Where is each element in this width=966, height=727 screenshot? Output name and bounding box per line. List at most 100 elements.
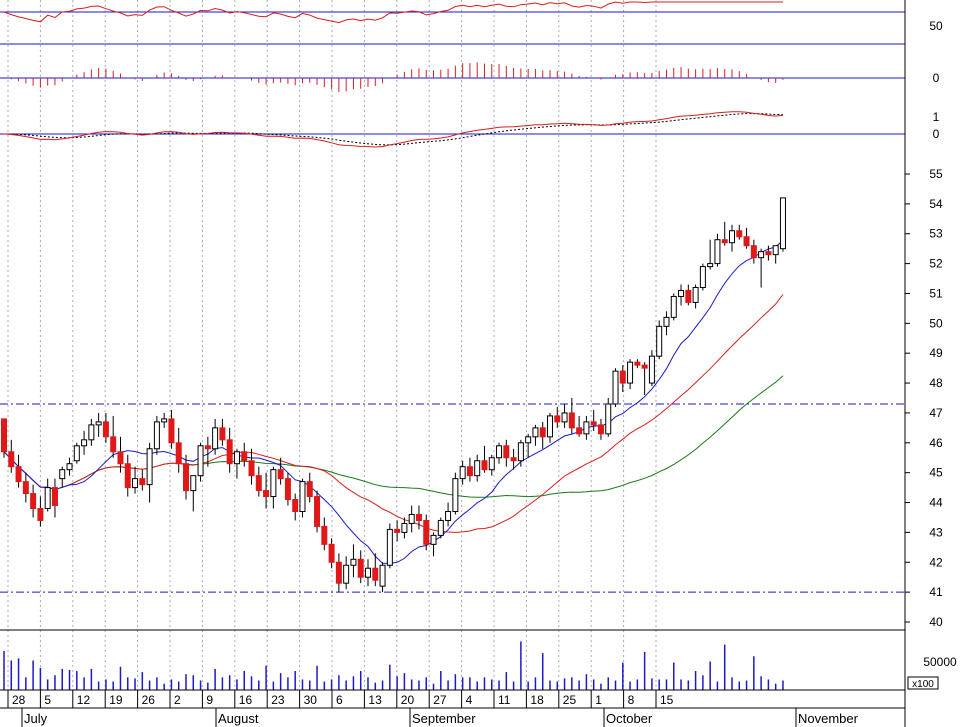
candle-body — [226, 439, 233, 465]
price-tick-label: 43 — [929, 525, 943, 539]
date-tick-label: 9 — [206, 693, 213, 707]
candle-body — [15, 466, 22, 483]
candle-body — [270, 469, 277, 498]
candle-body — [350, 558, 357, 566]
candle-body — [233, 451, 240, 465]
price-tick-label: 49 — [929, 346, 943, 360]
candle-body — [721, 239, 728, 244]
candle-body — [466, 466, 473, 477]
rsi-tick-label: 50 — [929, 19, 943, 33]
candle-body — [685, 289, 692, 303]
axes — [0, 0, 910, 727]
date-tick-label: 27 — [433, 693, 447, 707]
date-tick-label: 20 — [401, 693, 415, 707]
candle-body — [576, 427, 583, 435]
candle-body — [292, 499, 299, 512]
candle-body — [678, 289, 685, 297]
candle-body — [321, 525, 328, 545]
indicator-panels — [0, 1, 905, 148]
candle-body — [423, 519, 430, 545]
candle-body — [168, 418, 175, 444]
date-tick-label: 12 — [77, 693, 91, 707]
candle-body — [561, 412, 568, 423]
price-panel — [0, 197, 905, 593]
candle-body — [88, 424, 95, 441]
candle-body — [328, 543, 335, 563]
month-label: September — [412, 711, 476, 726]
vertical-gridlines — [7, 0, 657, 690]
date-tick-label: 8 — [628, 693, 635, 707]
price-tick-label: 53 — [929, 227, 943, 241]
candle-body — [619, 370, 626, 384]
candle-body — [44, 487, 51, 510]
candle-body — [648, 355, 655, 384]
candle-body — [95, 421, 102, 426]
candle-body — [568, 412, 575, 429]
candle-body — [51, 487, 58, 507]
date-tick-label: 15 — [660, 693, 674, 707]
candle-body — [175, 442, 182, 465]
candle-body — [219, 427, 226, 441]
candle-body — [146, 448, 153, 486]
date-tick-label: 16 — [239, 693, 253, 707]
price-tick-label: 51 — [929, 286, 943, 300]
price-tick-label: 41 — [929, 585, 943, 599]
candle-body — [656, 325, 663, 357]
candle-body — [445, 510, 452, 521]
candle-body — [481, 460, 488, 471]
candle-body — [634, 361, 641, 366]
candle-body — [379, 564, 386, 587]
candle-body — [102, 421, 109, 438]
candle-body — [139, 478, 146, 486]
candle-body — [255, 475, 262, 492]
candle-body — [772, 245, 779, 256]
candle-body — [765, 251, 772, 256]
date-tick-label: 13 — [368, 693, 382, 707]
candle-body — [503, 445, 510, 459]
candle-body — [612, 370, 619, 405]
date-tick-label: 18 — [530, 693, 544, 707]
axis-labels: 4041424344454647484950515253545550010500… — [12, 19, 957, 726]
candle-body — [452, 478, 459, 512]
candle-body — [532, 427, 539, 438]
candle-body — [66, 463, 73, 471]
price-tick-label: 46 — [929, 436, 943, 450]
candle-body — [408, 513, 415, 524]
candle-body — [394, 528, 401, 533]
candle-body — [161, 418, 168, 423]
candle-body — [183, 463, 189, 492]
candle-body — [335, 561, 342, 584]
candle-body — [641, 364, 648, 369]
volume-tick-label: 50000 — [923, 655, 957, 669]
candle-body — [743, 236, 750, 247]
candle-body — [779, 197, 786, 250]
candle-body — [343, 564, 350, 584]
candle-body — [365, 567, 371, 578]
price-tick-label: 54 — [929, 197, 943, 211]
date-tick-label: 2 — [174, 693, 181, 707]
candle-body — [459, 466, 466, 480]
candle-body — [299, 481, 306, 512]
candle-body — [386, 528, 393, 566]
candle-body — [539, 427, 546, 438]
candle-body — [132, 478, 139, 489]
month-label: October — [606, 711, 653, 726]
date-tick-label: 28 — [12, 693, 26, 707]
multiplier-box — [907, 676, 939, 690]
candle-body — [750, 245, 757, 259]
candle-body — [663, 316, 670, 327]
month-label: November — [798, 711, 859, 726]
candle-body — [204, 445, 211, 450]
candle-body — [510, 457, 517, 462]
candle-body — [554, 415, 561, 423]
date-tick-label: 5 — [44, 693, 51, 707]
price-tick-label: 48 — [929, 376, 943, 390]
candle-body — [241, 451, 248, 462]
candle-body — [597, 424, 604, 435]
candle-body — [474, 460, 481, 477]
candle-body — [699, 266, 706, 288]
candle-body — [314, 496, 321, 527]
candle-body — [197, 445, 204, 477]
date-tick-label: 19 — [109, 693, 123, 707]
